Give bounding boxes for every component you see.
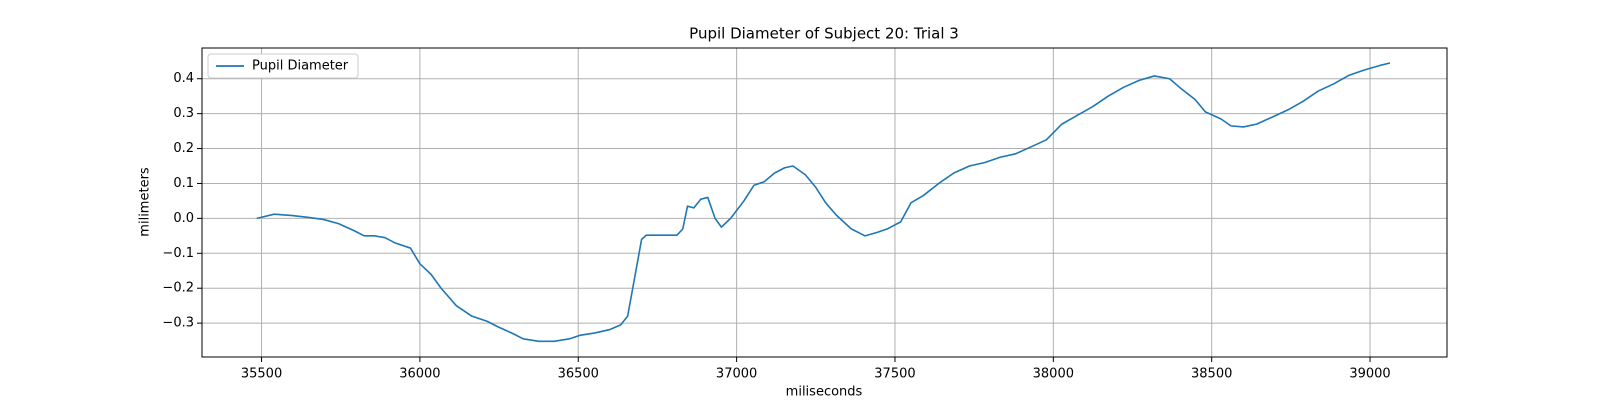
x-tick-label: 36500	[558, 367, 599, 382]
x-tick-label: 36000	[399, 367, 440, 382]
y-tick-label: 0.0	[173, 211, 194, 226]
legend-box	[207, 53, 359, 79]
y-tick-label: 0.3	[173, 106, 194, 121]
y-axis-label: milimeters	[138, 167, 153, 237]
y-tick-label: −0.2	[162, 281, 194, 296]
x-tick-label: 37000	[716, 367, 757, 382]
x-tick-label: 38000	[1033, 367, 1074, 382]
y-tick-label: −0.1	[162, 246, 194, 261]
y-tick-label: 0.1	[173, 176, 194, 191]
y-tick-label: 0.4	[173, 71, 194, 86]
line-series	[256, 62, 1391, 343]
y-tick-label: −0.3	[162, 316, 194, 331]
x-tick-label: 37500	[874, 367, 915, 382]
y-tick-label: 0.2	[173, 141, 194, 156]
chart-title: Pupil Diameter of Subject 20: Trial 3	[689, 25, 959, 43]
legend-label: Pupil Diameter	[252, 59, 349, 74]
x-axis-label: miliseconds	[786, 385, 863, 400]
x-tick-label: 35500	[241, 367, 282, 382]
x-tick-label: 38500	[1191, 367, 1232, 382]
plot-frame	[201, 47, 1448, 358]
x-tick-label: 39000	[1349, 367, 1390, 382]
